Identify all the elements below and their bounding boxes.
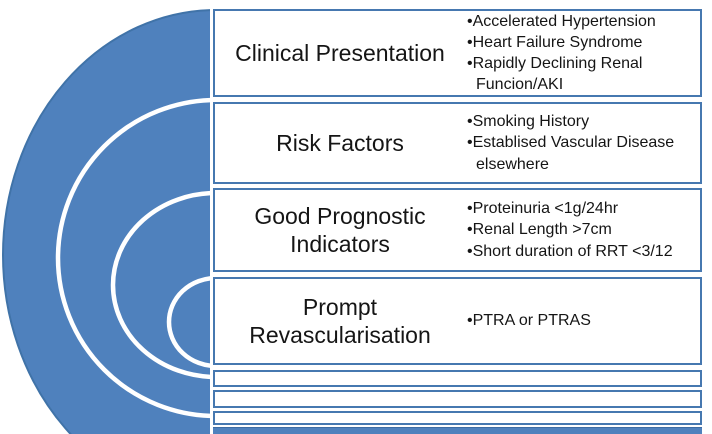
row-title-box: Risk Factors [215,104,465,182]
row-clinical-presentation: Clinical Presentation Accelerated Hypert… [213,9,702,97]
outer-circle-shape [2,9,210,434]
arc-ring-2 [55,97,210,419]
bullet-item: Establised Vascular Disease elsewhere [467,132,695,174]
bullet-list: Smoking History Establised Vascular Dise… [467,111,695,174]
row-title-box: Good Prognostic Indicators [215,190,465,270]
row-title: Clinical Presentation [235,39,445,66]
row-prompt-revascularisation: Prompt Revascularisation PTRA or PTRAS [213,277,702,365]
bullet-list: Accelerated Hypertension Heart Failure S… [467,11,695,95]
row-bullets-box: Proteinuria <1g/24hr Renal Length >7cm S… [465,190,700,270]
concentric-arcs-graphic [2,9,210,434]
row-title: Prompt Revascularisation [249,293,431,348]
bullet-list: Proteinuria <1g/24hr Renal Length >7cm S… [467,198,695,261]
empty-row [213,370,702,387]
row-title: Risk Factors [276,129,404,156]
bullet-item: Renal Length >7cm [467,219,695,240]
bullet-item: Proteinuria <1g/24hr [467,198,695,219]
row-good-prognostic-indicators: Good Prognostic Indicators Proteinuria <… [213,188,702,272]
bullet-item: Accelerated Hypertension [467,11,695,32]
empty-row [213,390,702,408]
row-title-box: Clinical Presentation [215,11,465,95]
bullet-item: PTRA or PTRAS [467,310,695,331]
row-bullets-box: PTRA or PTRAS [465,279,700,363]
row-bullets-box: Smoking History Establised Vascular Dise… [465,104,700,182]
bottom-bar [213,427,702,434]
row-risk-factors: Risk Factors Smoking History Establised … [213,102,702,184]
bullet-item: Rapidly Declining Renal Funcion/AKI [467,53,695,95]
row-title: Good Prognostic Indicators [254,202,426,257]
empty-row [213,411,702,425]
bullet-list: PTRA or PTRAS [467,310,695,331]
row-title-box: Prompt Revascularisation [215,279,465,363]
row-bullets-box: Accelerated Hypertension Heart Failure S… [465,11,700,95]
bullet-item: Short duration of RRT <3/12 [467,241,695,262]
bullet-item: Heart Failure Syndrome [467,32,695,53]
arc-ring-4 [166,276,210,368]
bullet-item: Smoking History [467,111,695,132]
arc-ring-3 [110,190,210,380]
